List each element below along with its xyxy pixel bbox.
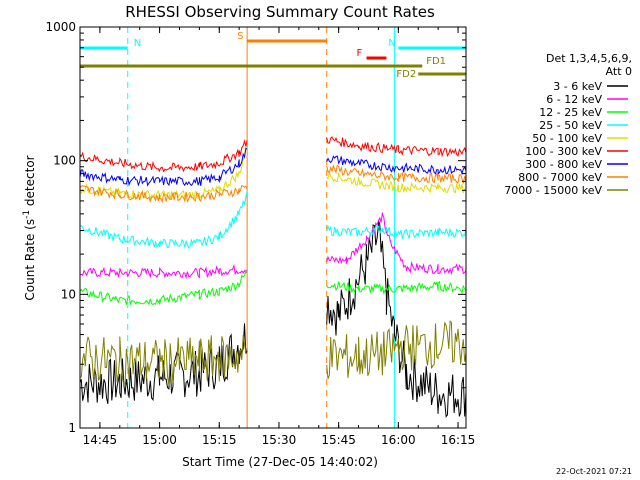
- x-axis-label: Start Time (27-Dec-05 14:40:02): [182, 455, 378, 469]
- y-tick-label-2: 100: [53, 154, 76, 168]
- flag-label-2: S: [237, 31, 243, 42]
- legend-label-2: 12 - 25 keV: [539, 106, 602, 119]
- legend-label-7: 800 - 7000 keV: [518, 171, 602, 184]
- series-line-0-seg0: [79, 323, 248, 405]
- x-tick-label-2: 15:15: [202, 433, 237, 447]
- legend-label-0: 3 - 6 keV: [553, 80, 602, 93]
- legend-label-1: 6 - 12 keV: [546, 93, 602, 106]
- x-tick-label-1: 15:00: [142, 433, 177, 447]
- y-tick-label-0: 1: [68, 421, 76, 435]
- axes-layer: 14:45 15:00 15:15 15:30 15:45 16:00 16:15 1 10 10…: [45, 20, 475, 447]
- series-line-4-seg1: [326, 170, 467, 194]
- legend-label-4: 50 - 100 keV: [532, 132, 602, 145]
- chart-title: RHESSI Observing Summary Count Rates: [125, 3, 435, 21]
- series-line-3-seg1: [326, 224, 467, 241]
- flags-layer: N N S F FD1 FD2: [80, 31, 466, 80]
- x-tick-label-5: 16:00: [381, 433, 416, 447]
- legend-label-6: 300 - 800 keV: [525, 158, 602, 171]
- y-tick-label-1: 10: [61, 287, 76, 301]
- detector-info-line2: Att 0: [606, 65, 632, 78]
- series-line-1-seg1: [326, 212, 467, 276]
- series-line-7-seg0: [79, 185, 248, 204]
- series-line-2-seg1: [326, 280, 467, 295]
- legend-label-8: 7000 - 15000 keV: [504, 184, 602, 197]
- series-line-8-seg0: [79, 334, 248, 386]
- x-tick-label-6: 16:15: [441, 433, 476, 447]
- x-tick-label-3: 15:30: [262, 433, 297, 447]
- series-line-8-seg1: [326, 320, 467, 379]
- legend-label-3: 25 - 50 keV: [539, 119, 602, 132]
- flag-label-1: N: [388, 38, 395, 49]
- series-layer: [79, 27, 467, 428]
- y-tick-label-3: 1000: [45, 20, 76, 34]
- series-line-5-seg1: [326, 136, 467, 158]
- flag-label-0: N: [134, 38, 141, 49]
- y-axis-label-end: detector: [23, 155, 37, 210]
- y-axis-label-exponent: -1: [22, 210, 32, 219]
- series-line-6-seg1: [326, 155, 467, 176]
- series-line-6-seg0: [79, 148, 248, 187]
- series-line-2-seg0: [79, 269, 248, 307]
- y-axis-label: Count Rate (s-1 detector: [22, 155, 37, 300]
- flag-label-5: FD2: [396, 69, 416, 80]
- legend-label-5: 100 - 300 keV: [525, 145, 602, 158]
- series-line-3-seg0: [79, 190, 248, 250]
- series-line-0-seg1: [326, 220, 467, 418]
- detector-info-line1: Det 1,3,4,5,6,9,: [546, 52, 632, 65]
- plot-frame: [79, 26, 467, 429]
- series-line-1-seg0: [79, 263, 248, 280]
- series-line-5-seg0: [79, 139, 248, 173]
- flag-label-3: F: [357, 48, 363, 59]
- creation-timestamp: 22-Oct-2021 07:21: [556, 467, 632, 476]
- flag-label-4: FD1: [426, 56, 446, 67]
- x-tick-label-0: 14:45: [83, 433, 118, 447]
- y-axis-label-main: Count Rate (s: [23, 219, 37, 301]
- series-line-7-seg1: [326, 164, 467, 184]
- x-tick-label-4: 15:45: [321, 433, 356, 447]
